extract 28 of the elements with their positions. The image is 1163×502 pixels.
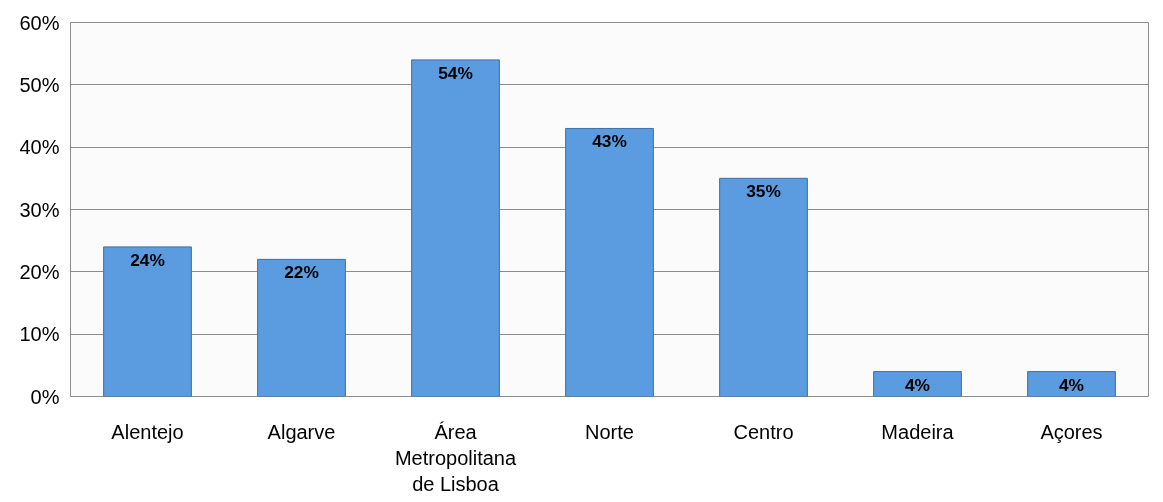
bar — [565, 127, 654, 397]
data-label: 35% — [746, 181, 781, 202]
x-tick-label: Norte — [585, 420, 634, 443]
bar — [257, 258, 346, 397]
y-tick-label: 60% — [19, 11, 60, 34]
data-label: 24% — [130, 249, 165, 270]
data-label: 43% — [592, 131, 627, 152]
x-tick-label: Algarve — [267, 420, 336, 443]
data-label: 4% — [1058, 374, 1085, 395]
x-tick-label: Madeira — [881, 420, 955, 443]
y-tick-label: 50% — [19, 73, 60, 96]
data-label: 4% — [904, 374, 931, 395]
x-tick-label: Alentejo — [111, 420, 184, 443]
data-label: 22% — [284, 262, 319, 283]
x-tick-label: Centro — [733, 420, 794, 443]
bar — [1027, 371, 1116, 397]
bar — [103, 246, 192, 397]
bar — [719, 177, 808, 397]
y-tick-label: 20% — [19, 260, 60, 283]
y-tick-label: 10% — [19, 323, 60, 346]
y-tick-label: 40% — [19, 136, 60, 159]
bar — [411, 59, 500, 397]
x-tick-label: Área Metropolitana de Lisboa — [394, 420, 517, 496]
x-tick-label: Açores — [1040, 420, 1103, 443]
data-label: 54% — [438, 62, 473, 83]
y-tick-label: 30% — [19, 198, 60, 221]
y-tick-label: 0% — [30, 385, 60, 408]
bar — [873, 371, 962, 397]
